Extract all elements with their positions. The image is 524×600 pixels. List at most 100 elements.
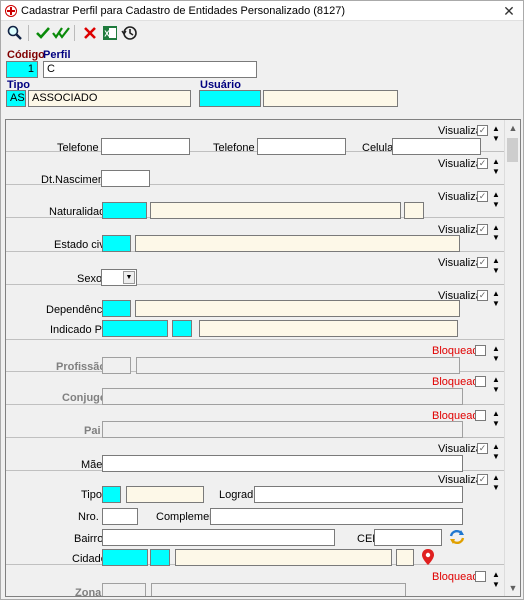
tipo-code-field[interactable]: AS <box>6 90 26 107</box>
cep-field[interactable] <box>374 529 442 546</box>
visualiza-checkbox[interactable]: ✓ <box>477 443 488 454</box>
visualiza-label: Visualiza <box>438 158 482 170</box>
zona-label: Zona <box>75 587 102 597</box>
move-up-icon[interactable]: ▲ <box>492 375 500 384</box>
bloqueado-checkbox[interactable] <box>475 571 486 582</box>
move-down-icon[interactable]: ▼ <box>492 452 500 461</box>
lograd-field[interactable] <box>254 486 463 503</box>
cidade-type-field[interactable] <box>150 549 170 566</box>
tipo-logradouro-name-field[interactable] <box>126 486 204 503</box>
history-icon[interactable] <box>121 24 139 42</box>
cancel-icon[interactable] <box>81 24 99 42</box>
naturalidade-code-field[interactable] <box>102 202 147 219</box>
scroll-thumb[interactable] <box>507 138 518 162</box>
tipo-name-field[interactable]: ASSOCIADO <box>28 90 191 107</box>
window-title: Cadastrar Perfil para Cadastro de Entida… <box>21 5 346 17</box>
estado-civil-name-field[interactable] <box>135 235 460 252</box>
move-down-icon[interactable]: ▼ <box>492 134 500 143</box>
move-up-icon[interactable]: ▲ <box>492 157 500 166</box>
move-up-icon[interactable]: ▲ <box>492 256 500 265</box>
move-down-icon[interactable]: ▼ <box>492 200 500 209</box>
dependencia-code-field[interactable] <box>102 300 131 317</box>
search-icon[interactable] <box>6 24 24 42</box>
move-up-icon[interactable]: ▲ <box>492 442 500 451</box>
indicado-por-type-field[interactable] <box>172 320 192 337</box>
visualiza-checkbox[interactable]: ✓ <box>477 224 488 235</box>
section-pai: Bloqueado ▲ ▼ Pai <box>6 405 505 438</box>
move-up-icon[interactable]: ▲ <box>492 289 500 298</box>
visualiza-checkbox[interactable]: ✓ <box>477 125 488 136</box>
toolbar-separator <box>74 25 75 41</box>
move-down-icon[interactable]: ▼ <box>492 580 500 589</box>
visualiza-label: Visualiza <box>438 191 482 203</box>
bloqueado-checkbox[interactable] <box>475 410 486 421</box>
bloqueado-checkbox[interactable] <box>475 345 486 356</box>
nro-field[interactable] <box>102 508 138 525</box>
section-profissao: Bloqueado ▲ ▼ Profissão <box>6 340 505 374</box>
move-down-icon[interactable]: ▼ <box>492 419 500 428</box>
visualiza-checkbox[interactable]: ✓ <box>477 191 488 202</box>
bloqueado-label: Bloqueado <box>432 345 485 357</box>
move-down-icon[interactable]: ▼ <box>492 354 500 363</box>
telefone1-field[interactable] <box>101 138 190 155</box>
dt-nascimento-field[interactable] <box>101 170 150 187</box>
telefone2-field[interactable] <box>257 138 346 155</box>
move-down-icon[interactable]: ▼ <box>492 233 500 242</box>
move-up-icon[interactable]: ▲ <box>492 223 500 232</box>
vertical-scrollbar[interactable]: ▲ ▼ <box>504 120 520 596</box>
move-up-icon[interactable]: ▲ <box>492 473 500 482</box>
scroll-up-icon[interactable]: ▲ <box>508 123 518 133</box>
move-down-icon[interactable]: ▼ <box>492 266 500 275</box>
close-button[interactable]: ✕ <box>503 3 515 19</box>
confirm-all-icon[interactable] <box>52 24 70 42</box>
usuario-name-field[interactable] <box>263 90 398 107</box>
move-up-icon[interactable]: ▲ <box>492 190 500 199</box>
dependencia-name-field[interactable] <box>135 300 460 317</box>
visualiza-label: Visualiza <box>438 224 482 236</box>
bairro-field[interactable] <box>102 529 335 546</box>
move-up-icon[interactable]: ▲ <box>492 409 500 418</box>
cep-search-icon[interactable] <box>448 528 466 546</box>
perfil-field[interactable]: C <box>43 61 257 78</box>
visualiza-checkbox[interactable]: ✓ <box>477 257 488 268</box>
celular-field[interactable] <box>392 138 481 155</box>
move-down-icon[interactable]: ▼ <box>492 483 500 492</box>
move-up-icon[interactable]: ▲ <box>492 124 500 133</box>
cidade-label: Cidade <box>72 553 107 565</box>
bloqueado-checkbox[interactable] <box>475 376 486 387</box>
scroll-down-icon[interactable]: ▼ <box>508 583 518 593</box>
codigo-field[interactable]: 1 <box>6 61 38 78</box>
cidade-name-field[interactable] <box>175 549 392 566</box>
tipo-logradouro-code-field[interactable] <box>102 486 121 503</box>
conjuge-label: Conjuge <box>62 392 106 404</box>
estado-civil-code-field[interactable] <box>102 235 131 252</box>
cidade-code-field[interactable] <box>102 549 148 566</box>
complemento-field[interactable] <box>210 508 463 525</box>
naturalidade-label: Naturalidade <box>49 206 112 218</box>
excel-icon[interactable]: X <box>101 24 119 42</box>
title-bar: Cadastrar Perfil para Cadastro de Entida… <box>1 1 523 21</box>
section-estado-civil: Visualiza ✓ ▲ ▼ Estado civil <box>6 218 505 252</box>
chevron-down-icon[interactable]: ▼ <box>123 271 135 284</box>
move-down-icon[interactable]: ▼ <box>492 385 500 394</box>
fields-panel[interactable]: Visualiza ✓ ▲ ▼ Telefone 1 Telefone 2 Ce… <box>5 119 521 597</box>
naturalidade-name-field[interactable] <box>150 202 401 219</box>
usuario-code-field[interactable] <box>199 90 261 107</box>
move-down-icon[interactable]: ▼ <box>492 299 500 308</box>
visualiza-checkbox[interactable]: ✓ <box>477 290 488 301</box>
indicado-por-name-field[interactable] <box>199 320 458 337</box>
naturalidade-uf-field[interactable] <box>404 202 424 219</box>
mae-field[interactable] <box>102 455 463 472</box>
move-up-icon[interactable]: ▲ <box>492 344 500 353</box>
cidade-uf-field[interactable] <box>396 549 414 566</box>
map-pin-icon[interactable] <box>419 548 437 566</box>
visualiza-checkbox[interactable]: ✓ <box>477 158 488 169</box>
move-up-icon[interactable]: ▲ <box>492 570 500 579</box>
confirm-icon[interactable] <box>34 24 52 42</box>
sexo-select[interactable]: ▼ <box>101 269 137 286</box>
visualiza-checkbox[interactable]: ✓ <box>477 474 488 485</box>
profissao-label: Profissão <box>56 361 107 373</box>
indicado-por-code-field[interactable] <box>102 320 168 337</box>
zona-code-field <box>102 583 146 596</box>
move-down-icon[interactable]: ▼ <box>492 167 500 176</box>
